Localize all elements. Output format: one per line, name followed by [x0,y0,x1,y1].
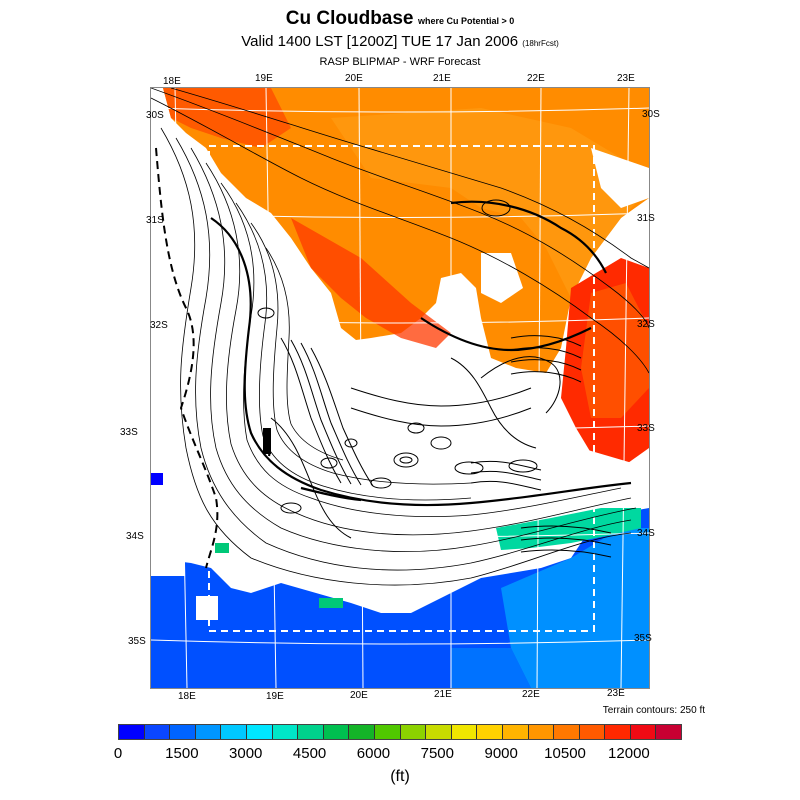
colorbar-swatch [400,725,427,739]
colorbar-swatch [605,725,631,739]
top-lon-label: 20E [345,73,363,84]
terrain-contours [151,88,649,586]
map-panel [150,87,650,689]
bottom-lon-label: 20E [350,690,368,701]
coastline [155,147,219,569]
lat-label-left: 31S [146,215,164,226]
lat-label-left: 32S [150,320,168,331]
bottom-lon-label: 22E [522,689,540,700]
colorbar-tick-label: 10500 [544,745,586,762]
colorbar-swatch [323,725,350,739]
colorbar-swatch [374,725,401,739]
colorbar-tick-label: 12000 [608,745,650,762]
colorbar-tick-label: 9000 [484,745,518,762]
lat-label-left: 35S [128,636,146,647]
colorbar-swatch [451,725,478,739]
colorbar-swatch [630,725,657,739]
lat-label-right: 33S [637,423,655,434]
colorbar-swatch [298,725,324,739]
graticule [151,88,649,688]
lat-label-right: 31S [637,213,655,224]
colorbar-swatch [477,725,503,739]
valid-time: Valid 1400 LST [1200Z] TUE 17 Jan 2006 (… [241,33,559,50]
lat-label-right: 34S [637,528,655,539]
colorbar-swatch [349,725,375,739]
chart-title: Cu Cloudbase where Cu Potential > 0 [285,8,515,29]
top-lon-label: 21E [433,73,451,84]
top-lon-label: 19E [255,73,273,84]
terrain-note: Terrain contours: 250 ft [602,705,705,716]
colorbar-tick-label: 7500 [420,745,454,762]
colorbar-tick-label: 3000 [229,745,263,762]
bottom-lon-label: 23E [607,688,625,699]
colorbar-swatch [554,725,580,739]
colorbar-swatch [195,725,222,739]
lat-label-left: 34S [126,531,144,542]
inner-domain-box [208,145,595,632]
colorbar-swatch [246,725,273,739]
bottom-lon-label: 21E [434,689,452,700]
black-marker [263,428,271,454]
top-lon-label: 18E [163,76,181,87]
colorbar-swatch [170,725,196,739]
bottom-lon-label: 19E [266,691,284,702]
lat-label-right: 30S [642,109,660,120]
lat-label-right: 35S [634,633,652,644]
colorbar-swatch [426,725,452,739]
bottom-lon-label: 18E [178,691,196,702]
colorbar-tick-label: 4500 [292,745,327,762]
colorbar-tick-label: 6000 [356,745,391,762]
colorbar-swatch [502,725,529,739]
colorbar-swatch [528,725,555,739]
colorbar-swatch [656,725,682,739]
colorbar-swatch [119,725,145,739]
colorbar-swatch [144,725,171,739]
top-lon-label: 23E [617,73,635,84]
lat-label-left: 33S [120,427,138,438]
colorbar-tick-label: 0 [113,745,123,762]
model-label: RASP BLIPMAP - WRF Forecast [319,56,481,68]
colorbar-swatch [579,725,606,739]
colorbar-tick-label: 1500 [165,745,199,762]
unit-label: (ft) [390,768,410,785]
contour-loops [257,199,538,514]
top-lon-label: 22E [527,73,545,84]
colorbar-swatch [272,725,299,739]
lat-label-left: 30S [146,110,164,121]
lat-label-right: 32S [637,319,655,330]
colorbar [118,724,682,740]
cloudbase-fill [151,88,649,688]
colorbar-swatch [221,725,247,739]
cloudbase-map [151,88,649,688]
